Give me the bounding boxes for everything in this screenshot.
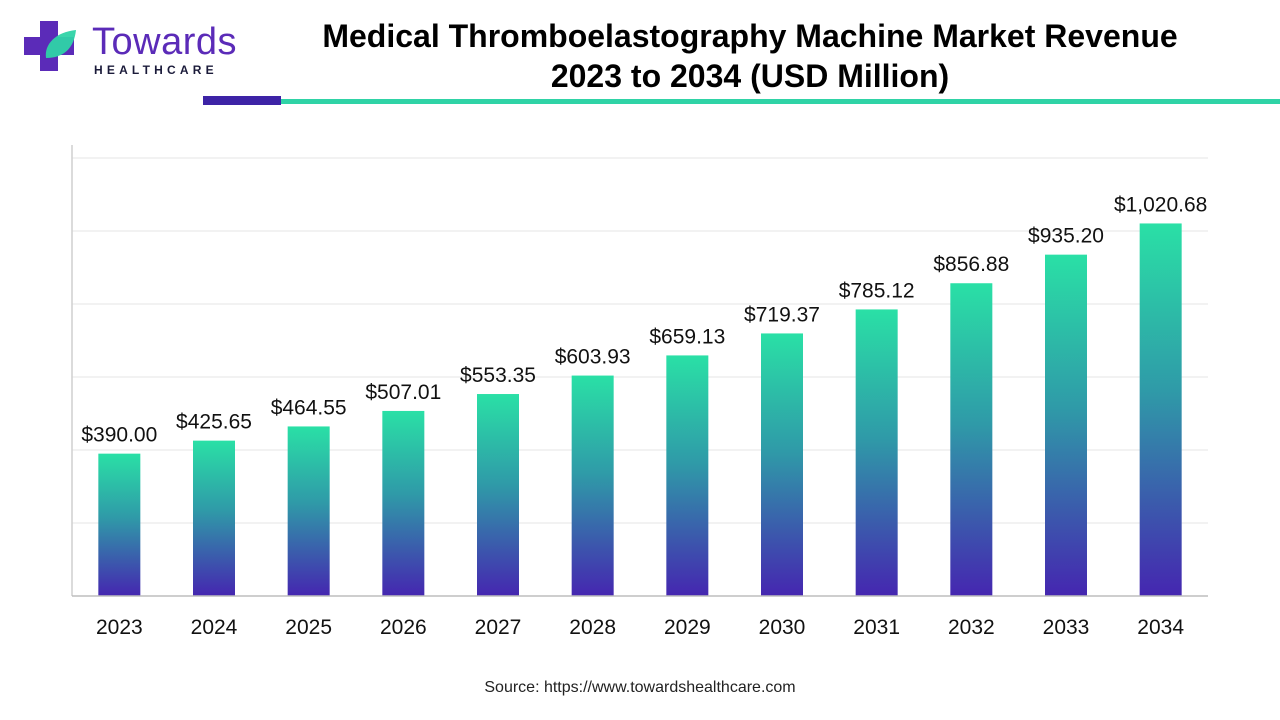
bars [98,223,1182,597]
value-label-2028: $603.93 [555,346,631,369]
brand-name: Towards [92,21,237,63]
value-label-2032: $856.88 [933,253,1009,276]
bar-2025 [287,426,330,596]
value-label-2023: $390.00 [81,424,157,447]
x-tick-2026: 2026 [380,616,427,639]
value-labels: $390.00 $425.65 $464.55 $507.01 $553.35 $603.… [81,193,1207,446]
value-label-2030: $719.37 [744,303,820,326]
x-tick-2030: 2030 [759,616,806,639]
axes [71,145,1208,597]
title-line-2: 2023 to 2034 (USD Million) [550,58,950,94]
x-tick-2031: 2031 [853,616,900,639]
brand-tagline: HEALTHCARE [94,63,218,77]
bar-2028 [571,375,614,596]
header-accent-purple [203,96,281,105]
chart-title: Medical Thromboelastography Machine Mark… [250,16,1250,96]
brand-logo: Towards HEALTHCARE [20,18,240,80]
x-tick-labels: 2023 2024 2025 2026 2027 2028 2029 2030 2031 2032… [96,616,1184,639]
x-tick-2025: 2025 [285,616,332,639]
value-label-2033: $935.20 [1028,225,1104,248]
value-label-2029: $659.13 [649,325,725,348]
value-label-2031: $785.12 [839,279,915,302]
x-tick-2032: 2032 [948,616,995,639]
bar-2030 [761,333,803,596]
bar-2024 [193,440,235,596]
x-tick-2027: 2027 [475,616,522,639]
x-tick-2024: 2024 [191,616,238,639]
gridlines [72,157,1208,524]
x-tick-2029: 2029 [664,616,711,639]
bar-2029 [666,355,709,596]
bar-2034 [1139,223,1182,597]
source-note: Source: https://www.towardshealthcare.co… [484,679,796,696]
x-tick-2034: 2034 [1137,616,1184,639]
value-label-2024: $425.65 [176,411,252,434]
healthcare-cross-icon [24,21,76,71]
value-label-2034: $1,020.68 [1114,193,1207,216]
bar-2031 [855,309,898,596]
bar-2023 [98,453,141,596]
bar-2026 [382,410,425,596]
title-line-1: Medical Thromboelastography Machine Mark… [322,18,1178,54]
x-tick-2023: 2023 [96,616,143,639]
value-label-2025: $464.55 [271,396,347,419]
bar-2032 [950,283,993,596]
x-tick-2033: 2033 [1043,616,1090,639]
x-tick-2028: 2028 [569,616,616,639]
bar-2027 [477,394,519,596]
value-label-2027: $553.35 [460,364,536,387]
header-accent-teal [281,99,1280,104]
bar-chart: $390.00 $425.65 $464.55 $507.01 $553.35 $603.… [71,145,1208,639]
bar-2033 [1045,254,1087,596]
value-label-2026: $507.01 [365,381,441,404]
